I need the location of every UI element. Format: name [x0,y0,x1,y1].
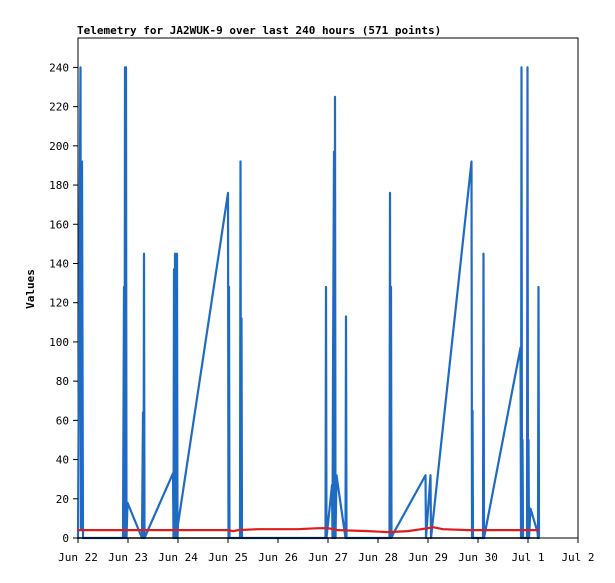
plot-frame [77,37,579,539]
x-tick-label: Jun 23 [108,551,148,564]
x-tick-label: Jun 26 [258,551,298,564]
y-tick-label: 140 [49,257,69,270]
axis-label-layer: Values [24,269,37,309]
x-tick-label: Jul 1 [511,551,544,564]
y-tick-label: 220 [49,101,69,114]
y-tick-label: 120 [49,297,69,310]
x-tick-label: Jun 22 [58,551,98,564]
series-layer [76,66,541,540]
y-tick-label: 160 [49,218,69,231]
y-tick-label: 40 [56,454,69,467]
x-tick-label: Jun 24 [158,551,198,564]
y-tick-label: 0 [62,532,69,545]
tick-layer: 0 20 40 60 80 100 120 140 160 180 200 220 240 Jun 22 J… [49,61,594,564]
y-tick-label: 200 [49,140,69,153]
x-tick-label: Jun 28 [358,551,398,564]
x-tick-label: Jun 25 [208,551,248,564]
x-tick-label: Jun 30 [458,551,498,564]
chart-title-layer: Telemetry for JA2WUK-9 over last 240 hou… [77,24,441,37]
series-line-2 [76,526,540,534]
x-tick-label: Jul 2 [561,551,594,564]
y-tick-label: 20 [56,493,69,506]
x-tick-label: Jun 27 [308,551,348,564]
chart-title: Telemetry for JA2WUK-9 over last 240 hou… [77,24,441,37]
y-tick-label: 240 [49,61,69,74]
y-tick-label: 80 [56,375,69,388]
y-axis-label: Values [24,269,37,309]
y-tick-label: 180 [49,179,69,192]
y-tick-label: 100 [49,336,69,349]
y-tick-label: 60 [56,414,69,427]
x-tick-label: Jun 29 [408,551,448,564]
